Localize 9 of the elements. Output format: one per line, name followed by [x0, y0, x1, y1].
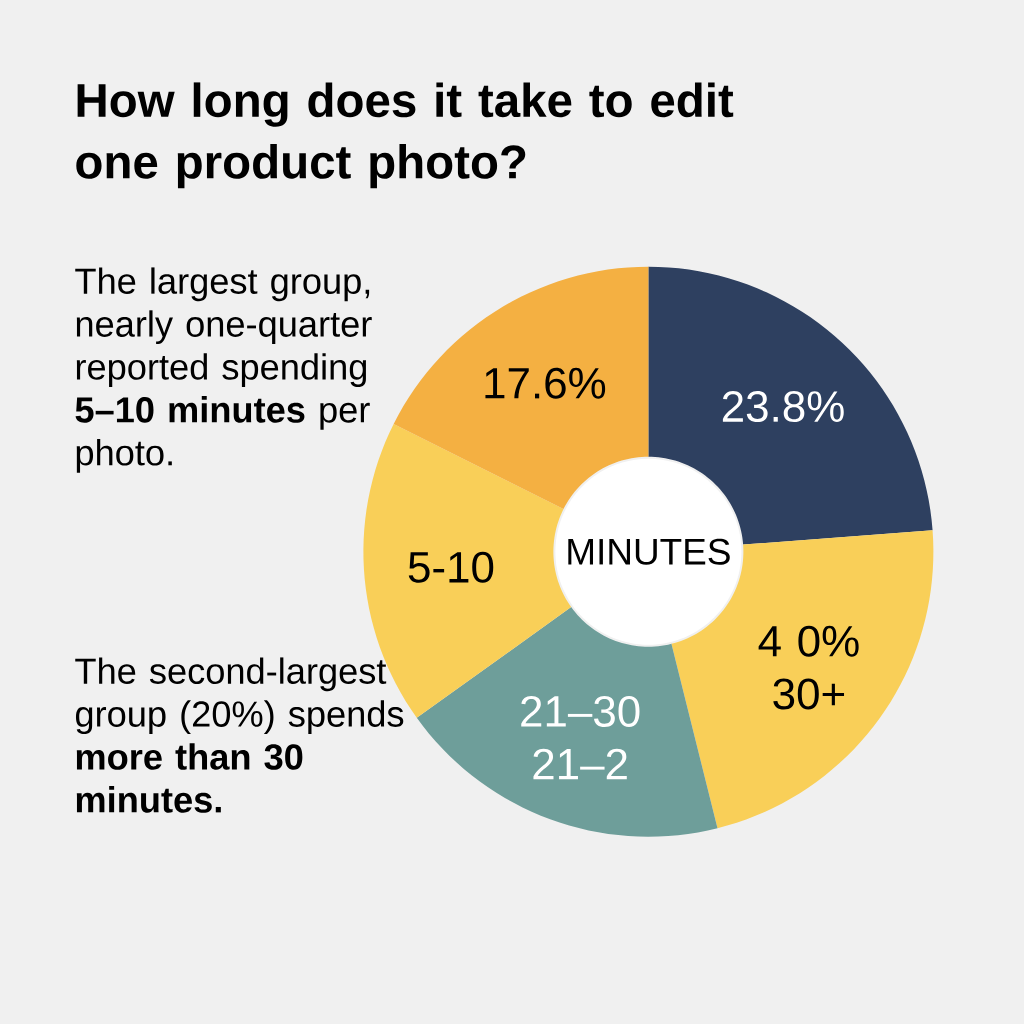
slice-label: 5-10 [408, 551, 494, 583]
text: The largest group, nearly one-quarter reported spending 5–10 minutes per photo. [75, 267, 372, 473]
text: The second-largest group (20%) spends more than 30 minutes. [75, 657, 404, 813]
slice-label: 21–30 21–2 [521, 695, 640, 780]
slice-label: 4 0% 30+ [758, 625, 859, 710]
data-label: 17.6% [485, 367, 606, 399]
chart-title: How long does it take to edit one product photo? [76, 82, 734, 189]
data-label: 23.8% [722, 391, 844, 423]
text: MINUTES [568, 538, 730, 565]
